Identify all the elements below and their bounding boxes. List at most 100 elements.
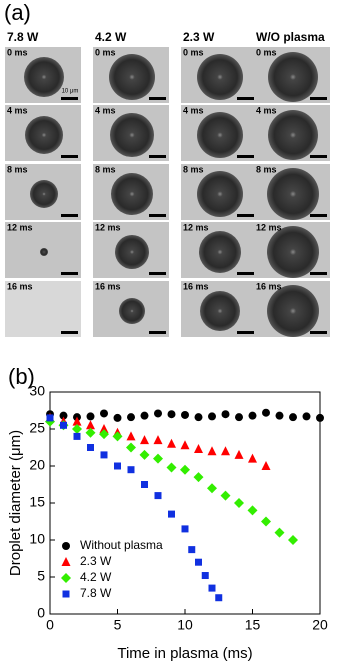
time-label: 8 ms <box>183 164 204 174</box>
y-tick-label: 20 <box>29 457 45 473</box>
x-tick-label: 0 <box>46 617 54 633</box>
scale-bar <box>310 214 327 217</box>
time-label: 4 ms <box>256 105 277 115</box>
droplet <box>24 57 64 97</box>
legend-marker <box>61 573 71 583</box>
data-point <box>99 429 109 440</box>
data-point <box>289 413 297 422</box>
x-tick-label: 10 <box>177 617 193 633</box>
data-point <box>180 464 190 475</box>
data-point <box>221 410 230 419</box>
column-header: 2.3 W <box>183 30 215 44</box>
data-point <box>261 461 271 470</box>
data-point <box>154 409 162 418</box>
data-point <box>154 492 162 500</box>
data-point <box>208 584 216 592</box>
panel-label: (a) <box>4 0 31 25</box>
data-point <box>234 449 244 459</box>
time-label: 12 ms <box>183 222 209 232</box>
time-label: 16 ms <box>7 281 33 291</box>
data-point <box>248 411 257 420</box>
time-label: 4 ms <box>95 105 116 115</box>
data-point <box>85 427 96 438</box>
data-point <box>168 510 175 518</box>
time-label: 0 ms <box>7 47 28 57</box>
y-tick-label: 5 <box>37 568 45 584</box>
legend-marker <box>62 590 70 598</box>
data-point <box>248 453 257 463</box>
data-point <box>288 535 298 545</box>
scale-bar <box>237 214 254 217</box>
droplet <box>119 298 145 324</box>
droplet <box>25 116 63 154</box>
data-point <box>100 409 108 418</box>
data-point <box>113 413 122 422</box>
data-point <box>188 546 196 554</box>
data-point <box>261 516 271 527</box>
time-label: 8 ms <box>256 164 277 174</box>
time-label: 12 ms <box>95 222 121 232</box>
droplet <box>199 231 241 273</box>
droplet <box>197 171 243 217</box>
data-point <box>86 420 95 430</box>
data-point <box>153 435 163 445</box>
scale-bar <box>310 97 327 100</box>
data-point <box>73 432 81 440</box>
time-label: 0 ms <box>183 47 204 57</box>
scale-bar <box>61 97 78 100</box>
data-point <box>181 410 189 419</box>
data-point <box>166 462 177 473</box>
data-point <box>60 421 67 429</box>
data-point <box>262 408 270 417</box>
scale-bar <box>310 331 327 334</box>
time-label: 4 ms <box>183 105 204 115</box>
data-point <box>140 435 149 445</box>
droplet <box>197 112 243 158</box>
data-point <box>139 449 150 460</box>
droplet <box>109 54 155 100</box>
data-point <box>100 451 108 459</box>
legend-label: Without plasma <box>80 538 163 552</box>
legend-label: 4.2 W <box>80 570 112 584</box>
x-axis-label: Time in plasma (ms) <box>117 645 252 662</box>
legend-marker <box>61 557 71 566</box>
scale-bar <box>61 214 78 217</box>
droplet <box>200 291 240 331</box>
y-tick-label: 30 <box>29 383 45 399</box>
data-point <box>167 438 176 448</box>
data-point <box>193 472 204 483</box>
scale-bar <box>149 214 166 217</box>
data-point <box>72 424 82 434</box>
data-point <box>127 466 135 474</box>
scale-bar <box>61 272 78 275</box>
time-label: 16 ms <box>183 281 209 291</box>
data-point <box>207 483 217 494</box>
data-point <box>316 413 324 422</box>
time-label: 8 ms <box>95 164 116 174</box>
data-point <box>235 413 243 422</box>
time-label: 8 ms <box>7 164 28 174</box>
panel-label: (b) <box>8 364 35 389</box>
legend-label: 2.3 W <box>80 554 112 568</box>
scale-bar <box>310 272 327 275</box>
data-point <box>141 481 148 488</box>
data-point <box>275 411 284 420</box>
droplet <box>111 173 153 215</box>
scale-bar <box>149 155 166 158</box>
droplet <box>267 168 319 220</box>
data-point <box>215 594 223 602</box>
data-point <box>180 440 190 450</box>
column-header: 7.8 W <box>7 30 39 44</box>
data-point <box>126 431 136 441</box>
column-header: 4.2 W <box>95 30 127 44</box>
droplet <box>30 180 58 208</box>
time-label: 0 ms <box>95 47 116 57</box>
data-point <box>46 414 54 422</box>
data-point <box>247 505 258 516</box>
data-point <box>126 442 136 453</box>
data-point <box>167 410 176 419</box>
data-point <box>127 413 135 422</box>
data-point <box>99 424 109 433</box>
data-point <box>221 446 230 456</box>
data-point <box>195 558 202 566</box>
